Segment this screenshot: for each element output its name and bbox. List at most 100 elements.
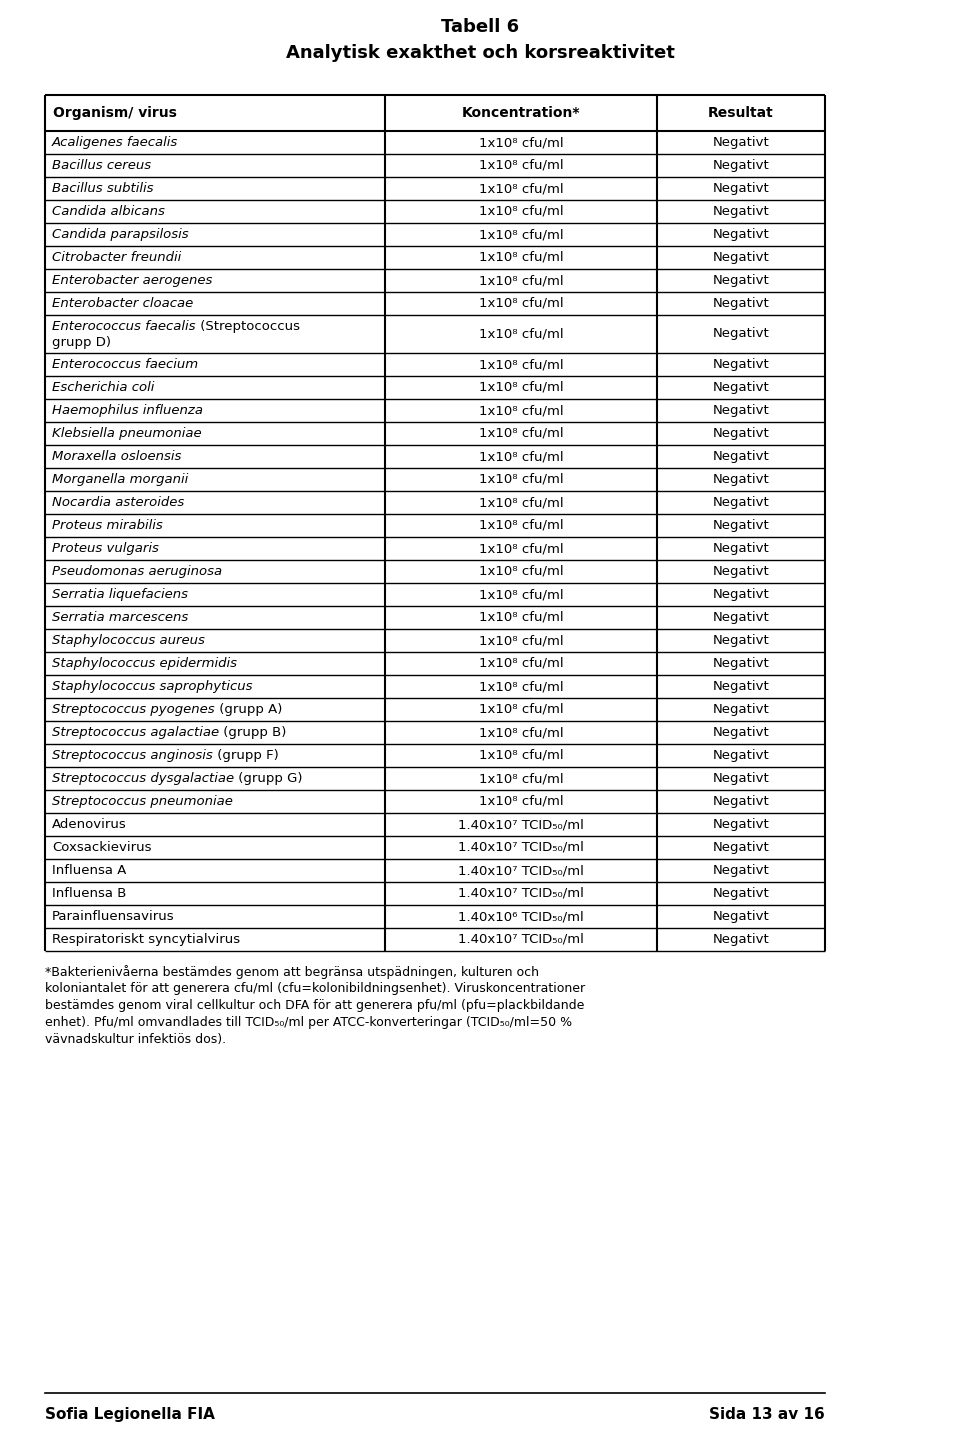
Text: vävnadskultur infektiös dos).: vävnadskultur infektiös dos). xyxy=(45,1032,227,1045)
Text: Negativt: Negativt xyxy=(712,818,769,831)
Text: Negativt: Negativt xyxy=(712,542,769,555)
Text: Serratia liquefaciens: Serratia liquefaciens xyxy=(52,588,188,601)
Text: Haemophilus influenza: Haemophilus influenza xyxy=(52,404,203,417)
Text: (grupp G): (grupp G) xyxy=(234,772,302,785)
Text: 1x10⁸ cfu/ml: 1x10⁸ cfu/ml xyxy=(479,358,564,371)
Text: enhet). Pfu/ml omvandlades till TCID₅₀/ml per ATCC-konverteringar (TCID₅₀/ml=50 : enhet). Pfu/ml omvandlades till TCID₅₀/m… xyxy=(45,1016,572,1030)
Text: Streptococcus pneumoniae: Streptococcus pneumoniae xyxy=(52,795,233,808)
Text: Negativt: Negativt xyxy=(712,251,769,264)
Text: Escherichia coli: Escherichia coli xyxy=(52,381,155,394)
Text: 1.40x10⁶ TCID₅₀/ml: 1.40x10⁶ TCID₅₀/ml xyxy=(458,909,584,922)
Text: (grupp F): (grupp F) xyxy=(213,749,278,762)
Text: Koncentration*: Koncentration* xyxy=(462,106,580,120)
Text: Negativt: Negativt xyxy=(712,933,769,946)
Text: 1x10⁸ cfu/ml: 1x10⁸ cfu/ml xyxy=(479,634,564,647)
Text: Serratia marcescens: Serratia marcescens xyxy=(52,611,188,624)
Text: 1.40x10⁷ TCID₅₀/ml: 1.40x10⁷ TCID₅₀/ml xyxy=(458,933,584,946)
Text: 1x10⁸ cfu/ml: 1x10⁸ cfu/ml xyxy=(479,518,564,531)
Text: Enterococcus faecium: Enterococcus faecium xyxy=(52,358,198,371)
Text: 1x10⁸ cfu/ml: 1x10⁸ cfu/ml xyxy=(479,772,564,785)
Text: Streptococcus anginosis: Streptococcus anginosis xyxy=(52,749,213,762)
Text: Negativt: Negativt xyxy=(712,450,769,463)
Text: Negativt: Negativt xyxy=(712,909,769,922)
Text: 1x10⁸ cfu/ml: 1x10⁸ cfu/ml xyxy=(479,251,564,264)
Text: 1x10⁸ cfu/ml: 1x10⁸ cfu/ml xyxy=(479,749,564,762)
Text: 1x10⁸ cfu/ml: 1x10⁸ cfu/ml xyxy=(479,297,564,310)
Text: 1x10⁸ cfu/ml: 1x10⁸ cfu/ml xyxy=(479,702,564,715)
Text: Influensa B: Influensa B xyxy=(52,888,127,901)
Text: 1x10⁸ cfu/ml: 1x10⁸ cfu/ml xyxy=(479,227,564,240)
Text: Staphylococcus aureus: Staphylococcus aureus xyxy=(52,634,204,647)
Text: 1x10⁸ cfu/ml: 1x10⁸ cfu/ml xyxy=(479,327,564,340)
Text: Negativt: Negativt xyxy=(712,136,769,149)
Text: Sofia Legionella FIA: Sofia Legionella FIA xyxy=(45,1407,215,1422)
Text: Enterobacter cloacae: Enterobacter cloacae xyxy=(52,297,193,310)
Text: Organism/ virus: Organism/ virus xyxy=(53,106,177,120)
Text: 1x10⁸ cfu/ml: 1x10⁸ cfu/ml xyxy=(479,206,564,219)
Text: Negativt: Negativt xyxy=(712,159,769,172)
Text: Citrobacter freundii: Citrobacter freundii xyxy=(52,251,181,264)
Text: Negativt: Negativt xyxy=(712,795,769,808)
Text: Negativt: Negativt xyxy=(712,206,769,219)
Text: Coxsackievirus: Coxsackievirus xyxy=(52,841,152,854)
Text: Pseudomonas aeruginosa: Pseudomonas aeruginosa xyxy=(52,565,222,578)
Text: bestämdes genom viral cellkultur och DFA för att generera pfu/ml (pfu=plackbilda: bestämdes genom viral cellkultur och DFA… xyxy=(45,999,585,1012)
Text: koloniantalet för att generera cfu/ml (cfu=kolonibildningsenhet). Viruskoncentra: koloniantalet för att generera cfu/ml (c… xyxy=(45,982,586,995)
Text: 1x10⁸ cfu/ml: 1x10⁸ cfu/ml xyxy=(479,611,564,624)
Text: Nocardia asteroides: Nocardia asteroides xyxy=(52,497,184,510)
Text: (grupp A): (grupp A) xyxy=(215,702,282,715)
Text: 1x10⁸ cfu/ml: 1x10⁸ cfu/ml xyxy=(479,657,564,670)
Text: Negativt: Negativt xyxy=(712,473,769,487)
Text: grupp D): grupp D) xyxy=(52,336,111,349)
Text: Negativt: Negativt xyxy=(712,227,769,240)
Text: Enterobacter aerogenes: Enterobacter aerogenes xyxy=(52,274,212,287)
Text: Proteus mirabilis: Proteus mirabilis xyxy=(52,518,163,531)
Text: 1.40x10⁷ TCID₅₀/ml: 1.40x10⁷ TCID₅₀/ml xyxy=(458,818,584,831)
Text: Proteus vulgaris: Proteus vulgaris xyxy=(52,542,158,555)
Text: Negativt: Negativt xyxy=(712,358,769,371)
Text: 1x10⁸ cfu/ml: 1x10⁸ cfu/ml xyxy=(479,159,564,172)
Text: Resultat: Resultat xyxy=(708,106,774,120)
Text: 1x10⁸ cfu/ml: 1x10⁸ cfu/ml xyxy=(479,795,564,808)
Text: Streptococcus agalactiae: Streptococcus agalactiae xyxy=(52,725,219,738)
Text: Negativt: Negativt xyxy=(712,749,769,762)
Text: 1.40x10⁷ TCID₅₀/ml: 1.40x10⁷ TCID₅₀/ml xyxy=(458,841,584,854)
Text: Staphylococcus epidermidis: Staphylococcus epidermidis xyxy=(52,657,237,670)
Text: Bacillus subtilis: Bacillus subtilis xyxy=(52,182,154,195)
Text: Negativt: Negativt xyxy=(712,725,769,738)
Text: Negativt: Negativt xyxy=(712,588,769,601)
Text: Negativt: Negativt xyxy=(712,327,769,340)
Text: 1x10⁸ cfu/ml: 1x10⁸ cfu/ml xyxy=(479,381,564,394)
Text: Staphylococcus saprophyticus: Staphylococcus saprophyticus xyxy=(52,681,252,694)
Text: Candida parapsilosis: Candida parapsilosis xyxy=(52,227,188,240)
Text: Negativt: Negativt xyxy=(712,772,769,785)
Text: Bacillus cereus: Bacillus cereus xyxy=(52,159,151,172)
Text: Klebsiella pneumoniae: Klebsiella pneumoniae xyxy=(52,427,202,440)
Text: 1x10⁸ cfu/ml: 1x10⁸ cfu/ml xyxy=(479,473,564,487)
Text: 1.40x10⁷ TCID₅₀/ml: 1.40x10⁷ TCID₅₀/ml xyxy=(458,888,584,901)
Text: 1x10⁸ cfu/ml: 1x10⁸ cfu/ml xyxy=(479,136,564,149)
Text: Tabell 6: Tabell 6 xyxy=(441,17,519,36)
Text: Negativt: Negativt xyxy=(712,404,769,417)
Text: Negativt: Negativt xyxy=(712,297,769,310)
Text: Parainfluensavirus: Parainfluensavirus xyxy=(52,909,175,922)
Text: Morganella morganii: Morganella morganii xyxy=(52,473,188,487)
Text: Analytisk exakthet och korsreaktivitet: Analytisk exakthet och korsreaktivitet xyxy=(285,43,675,62)
Text: Negativt: Negativt xyxy=(712,565,769,578)
Text: 1x10⁸ cfu/ml: 1x10⁸ cfu/ml xyxy=(479,427,564,440)
Text: 1x10⁸ cfu/ml: 1x10⁸ cfu/ml xyxy=(479,274,564,287)
Text: (grupp B): (grupp B) xyxy=(219,725,286,738)
Text: Adenovirus: Adenovirus xyxy=(52,818,127,831)
Text: Respiratoriskt syncytialvirus: Respiratoriskt syncytialvirus xyxy=(52,933,240,946)
Text: Negativt: Negativt xyxy=(712,841,769,854)
Text: Enterococcus faecalis: Enterococcus faecalis xyxy=(52,320,196,333)
Text: 1.40x10⁷ TCID₅₀/ml: 1.40x10⁷ TCID₅₀/ml xyxy=(458,864,584,877)
Text: Negativt: Negativt xyxy=(712,888,769,901)
Text: Influensa A: Influensa A xyxy=(52,864,127,877)
Text: Negativt: Negativt xyxy=(712,657,769,670)
Text: Streptococcus dysgalactiae: Streptococcus dysgalactiae xyxy=(52,772,234,785)
Text: Negativt: Negativt xyxy=(712,634,769,647)
Text: Negativt: Negativt xyxy=(712,182,769,195)
Text: Negativt: Negativt xyxy=(712,702,769,715)
Text: 1x10⁸ cfu/ml: 1x10⁸ cfu/ml xyxy=(479,565,564,578)
